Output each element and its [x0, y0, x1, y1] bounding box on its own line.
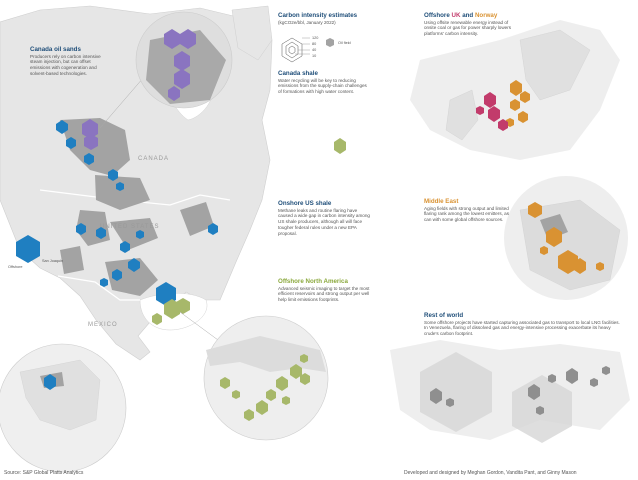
- north-sea-inset: [410, 20, 620, 160]
- legend-subtitle: (kgCO2e/bbl, January 2022): [278, 19, 336, 25]
- legend-scale-value: 120: [312, 36, 318, 40]
- field-marker: [136, 230, 144, 239]
- section-title: Offshore North America: [278, 278, 348, 285]
- section-body: Water recycling will be key to reducing …: [278, 77, 367, 95]
- field-marker: [96, 227, 106, 239]
- section-title: Rest of world: [424, 312, 464, 319]
- legend-scale-value: 80: [312, 42, 316, 46]
- legend-scale-value: 40: [312, 48, 316, 52]
- greenland: [231, 5, 273, 61]
- field-marker: [112, 269, 122, 281]
- section-body: Using offsite renewable energy instead o…: [424, 19, 512, 37]
- oil-sands-fields: [82, 119, 98, 150]
- section-body: Methane leaks and routine flaring have c…: [278, 207, 370, 236]
- field-marker: [84, 153, 94, 165]
- rest-of-world-inset: [390, 340, 630, 443]
- section-title: Middle East: [424, 198, 459, 205]
- field-marker: [56, 120, 68, 134]
- title-and: and: [462, 12, 474, 19]
- title-prefix: Offshore: [424, 12, 450, 19]
- source-note: Source: S&P Global Platts Analytics: [4, 470, 84, 476]
- field-marker: [208, 223, 218, 235]
- field-marker: [76, 223, 86, 235]
- map-label-offshore: Offshore: [8, 265, 23, 269]
- section-canada-oil-sands: Canada oil sands Producers rely on carbo…: [30, 46, 112, 77]
- field-marker: [128, 258, 140, 272]
- section-offshore-north-america: Offshore North America Advanced seismic …: [278, 278, 370, 303]
- legend-title: Carbon intensity estimates: [278, 12, 358, 19]
- credit-note: Developed and designed by Meghan Gordon,…: [404, 470, 577, 476]
- section-title: Offshore UK and Norway: [424, 12, 516, 20]
- section-canada-shale: Canada shale Water recycling will be key…: [278, 70, 370, 95]
- section-title: Onshore US shale: [278, 200, 332, 207]
- us-mexico-border: [57, 275, 140, 301]
- legend-scale-value: 10: [312, 54, 316, 58]
- offshore-na-fields: [152, 138, 346, 325]
- map-label-united-states: UNITED STATES: [100, 224, 159, 230]
- legend-scale: 120 80 40 10 Oil field: [281, 36, 351, 63]
- section-rest-of-world: Rest of world Some offshore projects hav…: [424, 312, 620, 337]
- field-marker: [66, 137, 76, 149]
- canada-us-border: [39, 189, 231, 206]
- section-title: Canada oil sands: [30, 46, 81, 53]
- oil-sands-inset: [135, 11, 233, 109]
- section-middle-east: Middle East Aging fields with strong out…: [424, 198, 516, 223]
- legend-block: Carbon intensity estimates (kgCO2e/bbl, …: [278, 12, 378, 25]
- title-uk: UK: [451, 12, 461, 19]
- section-body: Some offshore projects have started capt…: [424, 319, 620, 337]
- middle-east-inset: [504, 176, 628, 300]
- field-marker: [16, 235, 40, 263]
- legend-oil-field-label: Oil field: [338, 41, 351, 45]
- map-label-canada: CANADA: [138, 156, 169, 162]
- field-marker: [108, 169, 118, 181]
- section-title: Canada shale: [278, 70, 318, 77]
- map-label-mexico: MEXICO: [88, 322, 118, 328]
- section-body: Producers rely on carbon intensive steam…: [30, 53, 101, 76]
- section-body: Aging fields with strong output and limi…: [424, 205, 510, 223]
- alaska-inset: [0, 343, 127, 473]
- section-body: Advanced seismic imaging to target the m…: [278, 285, 370, 303]
- title-norway: Norway: [474, 12, 498, 19]
- field-marker: [100, 278, 108, 287]
- section-onshore-us-shale: Onshore US shale Methane leaks and routi…: [278, 200, 370, 236]
- gulf-offshore-inset: [203, 315, 329, 441]
- field-marker: [120, 241, 130, 253]
- field-marker: [116, 182, 124, 191]
- map-label-san-joaquin: San Joaquin: [42, 259, 63, 263]
- section-offshore-uk-norway: Offshore UK and Norway Using offsite ren…: [424, 12, 516, 37]
- shale-fields: [16, 120, 218, 306]
